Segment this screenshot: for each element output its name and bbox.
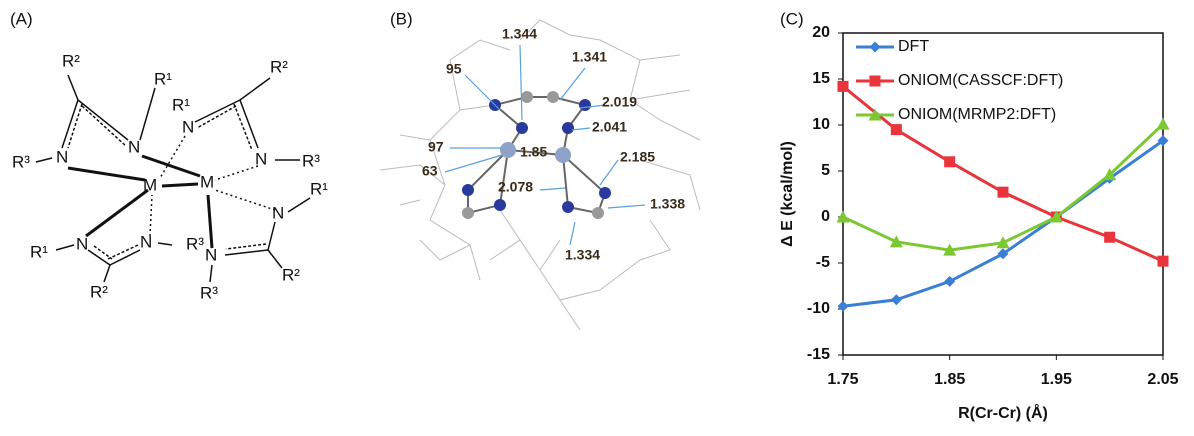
atom-label: R² xyxy=(62,51,80,70)
legend-label: ONIOM(CASSCF:DFT) xyxy=(898,72,1063,89)
x-tick-label: 1.95 xyxy=(1041,371,1072,388)
y-tick-label: 5 xyxy=(821,162,830,179)
bond-label: 1.341 xyxy=(572,49,607,65)
y-axis-title: Δ E (kcal/mol) xyxy=(779,141,796,247)
x-tick-label: 1.85 xyxy=(934,371,965,388)
data-point xyxy=(998,187,1009,198)
bond-label: 1.338 xyxy=(650,196,685,212)
data-point xyxy=(1104,232,1115,243)
panel-label: (B) xyxy=(390,9,413,28)
y-tick-label: -10 xyxy=(807,300,830,317)
bond-label: 2.078 xyxy=(498,179,533,195)
atom-label: R³ xyxy=(12,152,30,171)
legend-label: ONIOM(MRMP2:DFT) xyxy=(898,106,1056,123)
x-axis-title: R(Cr-Cr) (Å) xyxy=(958,403,1048,422)
bond-label: 95 xyxy=(446,61,462,77)
atom-label: R¹ xyxy=(310,179,328,198)
bond-label: 1.344 xyxy=(502,26,537,42)
y-tick-label: 15 xyxy=(812,70,830,87)
atom-label: R³ xyxy=(200,283,218,302)
y-tick-label: 0 xyxy=(821,208,830,225)
atom-label: M xyxy=(200,172,214,191)
data-point xyxy=(891,294,902,305)
atom-label: N xyxy=(128,137,140,156)
atom-label: N xyxy=(182,117,194,136)
atom-label: R² xyxy=(270,57,288,76)
atom-label: N xyxy=(76,234,88,253)
atom-label: R³ xyxy=(186,234,204,253)
atom-label: R¹ xyxy=(154,69,172,88)
data-point xyxy=(838,301,849,312)
data-point xyxy=(891,124,902,135)
data-point xyxy=(1158,256,1169,267)
series-line xyxy=(843,141,1163,307)
panel-label: (A) xyxy=(10,9,33,28)
panel-label: (C) xyxy=(780,9,804,28)
data-point xyxy=(944,276,955,287)
y-tick-label: -5 xyxy=(816,254,830,271)
atom-label: R² xyxy=(282,265,300,284)
y-tick-label: 10 xyxy=(812,116,830,133)
x-tick-label: 2.05 xyxy=(1147,371,1178,388)
bond-label: 2.185 xyxy=(620,149,655,165)
legend-marker xyxy=(870,42,881,53)
atom-label: R¹ xyxy=(30,242,48,261)
legend-marker xyxy=(870,76,881,87)
atom-label: N xyxy=(272,203,284,222)
figure: (A)(B)(C)R²R¹R²R¹R³NNNNR³MMR¹NNR¹NR³NR²R… xyxy=(0,0,1194,431)
bond-label: 1.334 xyxy=(565,247,600,263)
bond-label: 2.041 xyxy=(592,119,627,135)
bond-label: 1.85 xyxy=(520,144,547,160)
atom-label: N xyxy=(205,245,217,264)
atom-label: M xyxy=(143,175,157,194)
bond-label: 63 xyxy=(422,163,438,179)
y-tick-label: -15 xyxy=(807,346,830,363)
bond-label: 97 xyxy=(428,139,444,155)
x-tick-label: 1.75 xyxy=(827,371,858,388)
data-point xyxy=(838,81,849,92)
atom-label: N xyxy=(56,147,68,166)
atom-label: N xyxy=(255,149,267,168)
data-point xyxy=(944,156,955,167)
atom-label: R³ xyxy=(302,151,320,170)
atom-label: R¹ xyxy=(172,95,190,114)
y-tick-label: 20 xyxy=(812,24,830,41)
legend-label: DFT xyxy=(898,38,929,55)
data-point xyxy=(1157,118,1170,130)
atom-label: N xyxy=(140,232,152,251)
bond-label: 2.019 xyxy=(602,94,637,110)
atom-label: R² xyxy=(90,282,108,301)
